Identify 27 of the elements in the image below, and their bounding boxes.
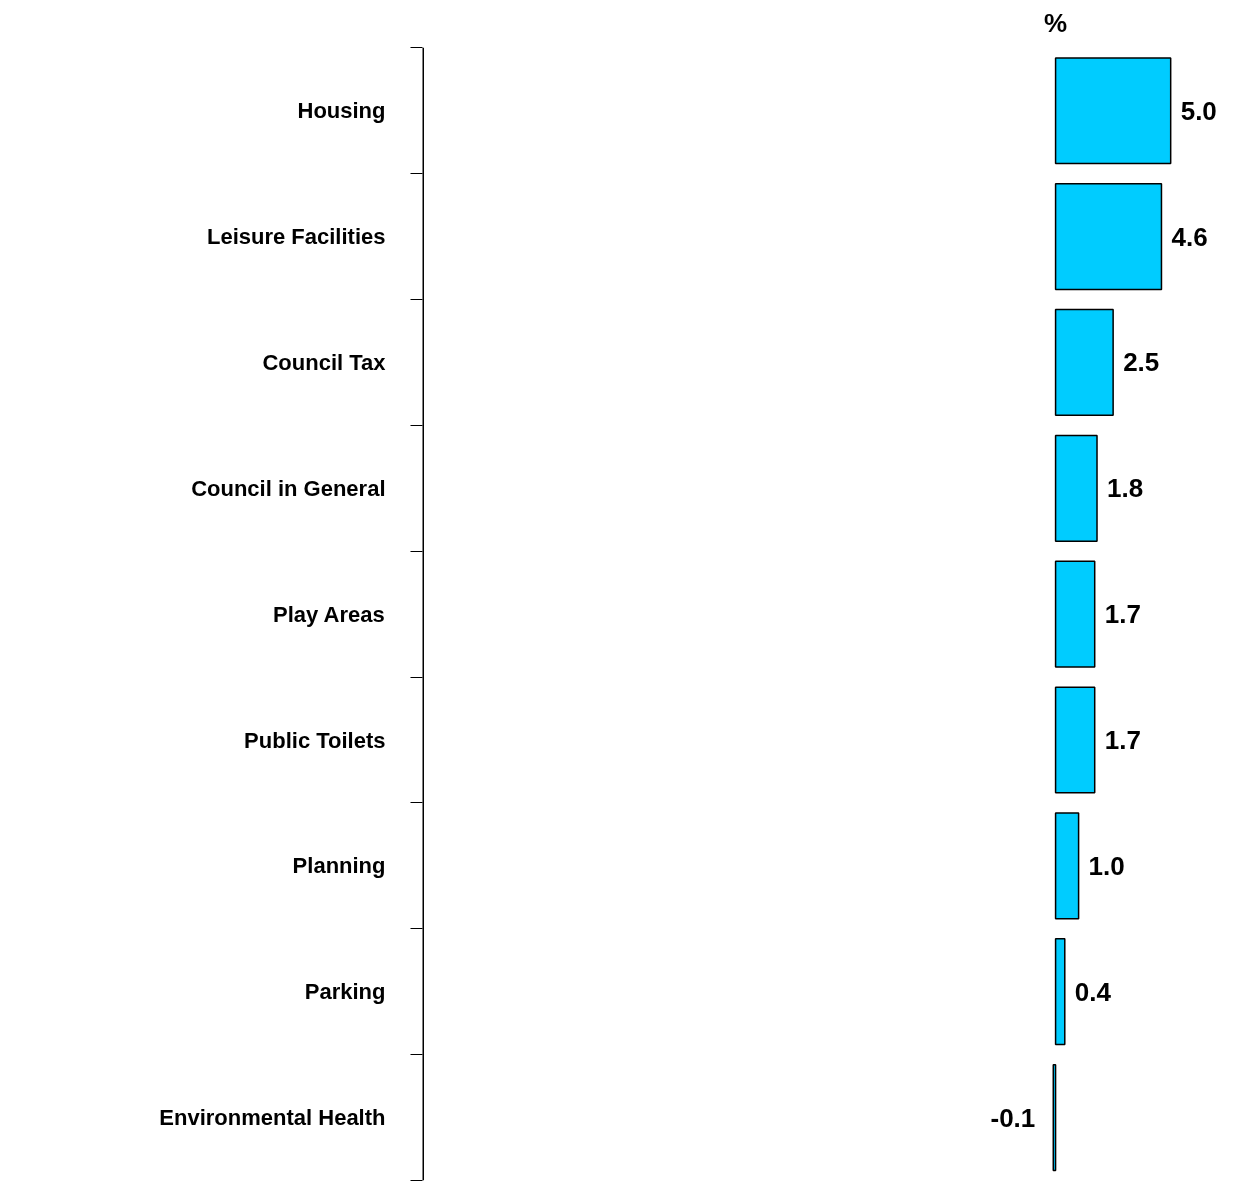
data-label: 4.6 — [1171, 221, 1208, 252]
bar — [1054, 560, 1096, 668]
bar — [1054, 182, 1163, 291]
bar — [1054, 938, 1066, 1046]
x-axis-title: % — [1044, 7, 1068, 38]
bar — [1054, 308, 1114, 417]
y-tick-label: Play Areas — [272, 601, 385, 627]
data-label: 1.7 — [1104, 725, 1141, 756]
data-label: 1.7 — [1104, 599, 1141, 630]
data-label: 1.8 — [1107, 473, 1144, 504]
y-tick-label: Public Toilets — [244, 727, 386, 753]
data-label: 0.4 — [1074, 976, 1112, 1007]
data-label: -0.1 — [990, 1102, 1036, 1133]
bar — [1054, 812, 1080, 920]
y-tick-label: Council in General — [191, 475, 386, 501]
y-tick-label: Council Tax — [262, 349, 387, 375]
y-tick-label: Leisure Facilities — [206, 224, 386, 250]
data-label: 2.5 — [1123, 347, 1160, 378]
y-tick-label: Parking — [304, 979, 386, 1005]
bar — [1054, 434, 1098, 542]
bar — [1054, 57, 1172, 165]
y-tick-label: Planning — [292, 853, 386, 879]
data-label: 5.0 — [1180, 95, 1217, 126]
bar — [1054, 686, 1096, 794]
y-tick-label: Environmental Health — [159, 1105, 386, 1131]
data-label: 1.0 — [1088, 850, 1125, 881]
y-tick-label: Housing — [297, 98, 386, 124]
